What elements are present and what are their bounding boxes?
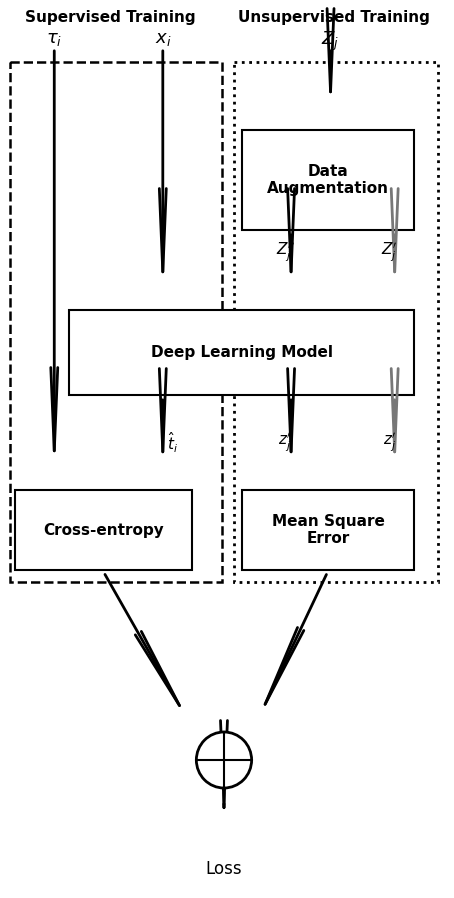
Text: Mean Square
Error: Mean Square Error — [271, 514, 385, 546]
Text: $x_i$: $x_i$ — [154, 30, 171, 48]
Text: Supervised Training: Supervised Training — [25, 10, 196, 25]
Text: $\hat{t}_i$: $\hat{t}_i$ — [167, 430, 178, 454]
Text: $Z^{\prime}_j$: $Z^{\prime}_j$ — [381, 240, 398, 263]
Text: $Z^{\prime\prime}_j$: $Z^{\prime\prime}_j$ — [276, 240, 296, 263]
Text: $z^{\prime\prime}_j$: $z^{\prime\prime}_j$ — [278, 430, 294, 453]
Ellipse shape — [196, 732, 252, 788]
Text: $Z_j$: $Z_j$ — [321, 30, 340, 53]
FancyBboxPatch shape — [69, 310, 415, 395]
Text: Cross-entropy: Cross-entropy — [43, 523, 164, 538]
Text: Loss: Loss — [206, 860, 242, 878]
Text: Deep Learning Model: Deep Learning Model — [151, 345, 333, 360]
Text: $\tau_i$: $\tau_i$ — [46, 30, 62, 48]
Text: $z^{\prime}_j$: $z^{\prime}_j$ — [383, 430, 396, 453]
FancyBboxPatch shape — [242, 490, 415, 570]
Text: Unsupervised Training: Unsupervised Training — [237, 10, 429, 25]
Text: Data
Augmentation: Data Augmentation — [267, 163, 389, 196]
FancyBboxPatch shape — [242, 130, 415, 230]
FancyBboxPatch shape — [15, 490, 192, 570]
